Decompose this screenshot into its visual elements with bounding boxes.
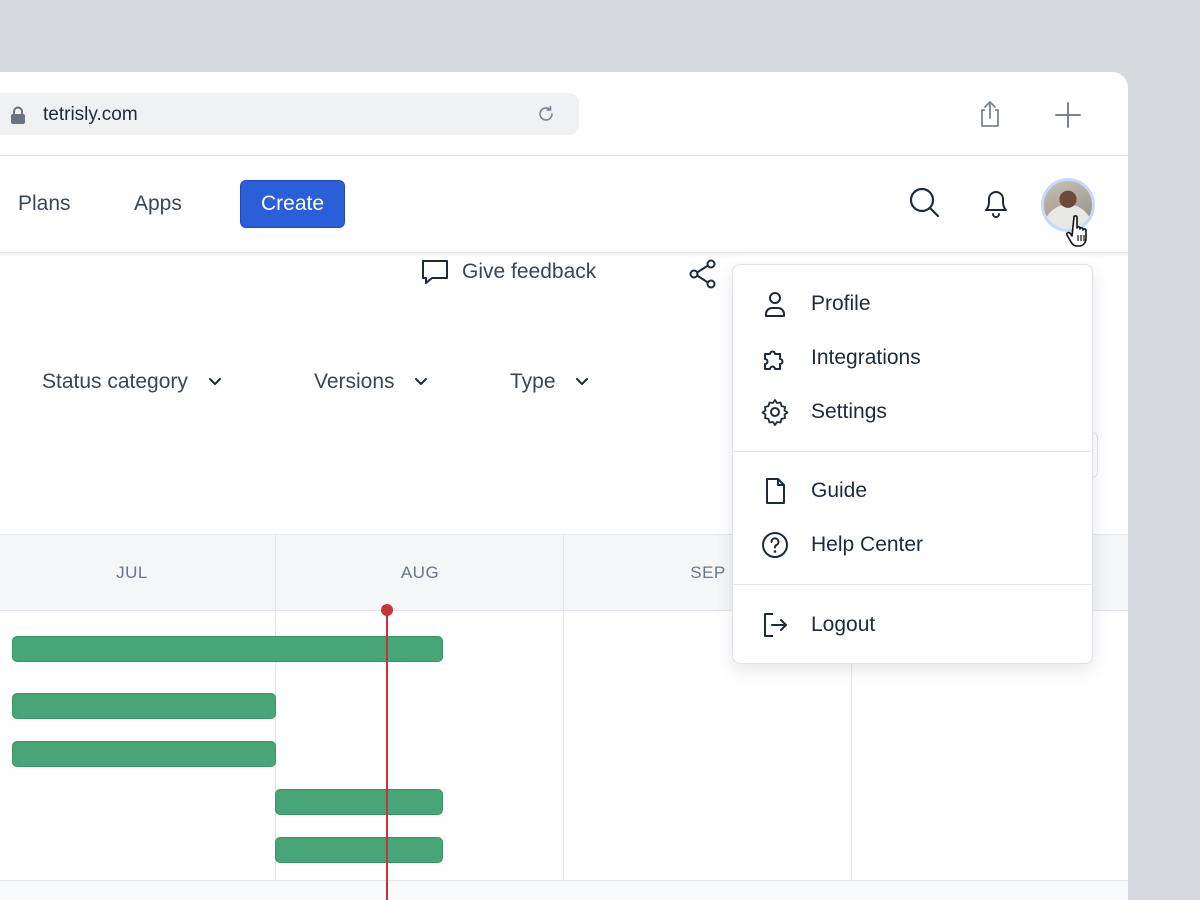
address-bar[interactable]: tetrisly.com — [0, 93, 579, 135]
column-divider — [275, 534, 276, 900]
plus-icon[interactable] — [1054, 101, 1082, 129]
filter-label: Versions — [314, 370, 395, 393]
timeline-bar[interactable] — [12, 693, 276, 719]
today-marker-line — [386, 610, 388, 900]
timeline-bar[interactable] — [275, 789, 443, 815]
filter-label: Status category — [42, 370, 188, 393]
menu-item-profile[interactable]: Profile — [733, 282, 1092, 326]
person-icon — [765, 292, 785, 317]
chat-icon — [422, 260, 448, 284]
timeline-bar[interactable] — [275, 837, 443, 863]
column-divider — [851, 534, 852, 900]
user-avatar[interactable] — [1041, 178, 1095, 232]
menu-item-help-center[interactable]: Help Center — [733, 523, 1092, 567]
lock-icon — [11, 106, 25, 124]
nav-plans[interactable]: Plans — [18, 192, 71, 215]
share-icon[interactable] — [977, 100, 1003, 128]
menu-divider — [733, 451, 1092, 452]
browser-toolbar: tetrisly.com — [0, 72, 1128, 156]
menu-item-settings[interactable]: Settings — [733, 390, 1092, 434]
menu-divider — [733, 584, 1092, 585]
url-text: tetrisly.com — [43, 104, 138, 125]
document-icon — [766, 478, 785, 504]
nav-apps[interactable]: Apps — [134, 192, 182, 215]
filter-label: Type — [510, 370, 556, 393]
filter-status-category[interactable]: Status category — [42, 370, 222, 394]
give-feedback-label: Give feedback — [462, 260, 597, 283]
help-circle-icon — [762, 532, 788, 558]
menu-item-label: Guide — [811, 479, 868, 502]
search-icon[interactable] — [908, 186, 940, 220]
timeline-bar[interactable] — [12, 741, 276, 767]
chevron-down-icon — [576, 378, 589, 386]
logout-icon — [764, 613, 787, 637]
timeline-bar[interactable] — [12, 636, 443, 662]
gear-icon — [761, 399, 789, 426]
month-label-sep: SEP — [690, 563, 726, 582]
menu-item-label: Logout — [811, 613, 876, 636]
today-marker-dot — [381, 604, 393, 616]
menu-item-integrations[interactable]: Integrations — [733, 336, 1092, 380]
chevron-down-icon — [415, 378, 428, 386]
user-menu: Profile Integrations Settings Guide Help… — [732, 264, 1093, 664]
reload-icon[interactable] — [536, 104, 556, 124]
menu-item-label: Profile — [811, 292, 871, 315]
menu-item-label: Integrations — [811, 346, 921, 369]
filter-versions[interactable]: Versions — [314, 370, 428, 394]
timeline-footer — [0, 880, 1128, 900]
month-label-aug: AUG — [400, 563, 440, 582]
share-network-icon[interactable] — [688, 259, 718, 289]
puzzle-icon — [764, 350, 784, 370]
month-label-jul: JUL — [116, 563, 148, 582]
filter-type[interactable]: Type — [510, 370, 589, 394]
bell-icon[interactable] — [981, 186, 1011, 220]
menu-item-logout[interactable]: Logout — [733, 603, 1092, 647]
menu-item-label: Settings — [811, 400, 887, 423]
create-button[interactable]: Create — [240, 180, 345, 228]
app-header: Plans Apps Create — [0, 156, 1128, 253]
menu-item-guide[interactable]: Guide — [733, 469, 1092, 513]
chevron-down-icon — [208, 378, 221, 386]
menu-item-label: Help Center — [811, 533, 924, 556]
column-divider — [563, 534, 564, 900]
hand-cursor-icon — [1066, 215, 1087, 247]
